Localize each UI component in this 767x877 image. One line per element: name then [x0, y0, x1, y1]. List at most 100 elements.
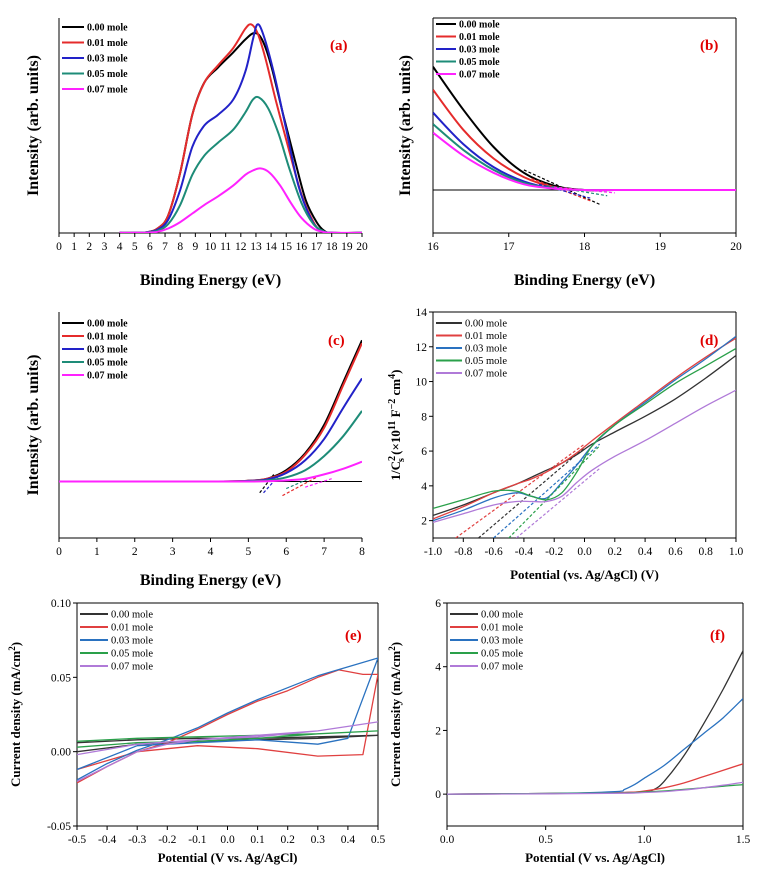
series-line-1: [119, 23, 362, 233]
x-tick-label: 4: [117, 241, 123, 253]
y-axis-label-part: 2: [7, 646, 17, 651]
y-axis-label-part: (×10: [388, 430, 403, 458]
x-tick-label: 0: [56, 241, 62, 253]
plot-area: [447, 650, 743, 795]
x-tick-label: 7: [321, 546, 327, 558]
y-axis-label-part: −2: [387, 399, 398, 410]
x-tick-label: -0.4: [98, 834, 116, 846]
series-line-1: [447, 763, 743, 795]
fit-line-4: [305, 478, 332, 488]
x-tick-label: 18: [326, 241, 338, 253]
x-tick-label: 19: [655, 241, 667, 253]
legend-label-3: 0.05 mole: [481, 649, 523, 660]
x-tick-label: 17: [503, 241, 515, 253]
x-tick-label: 4: [208, 546, 214, 558]
y-axis-label: Intensity (arb. units): [397, 55, 414, 196]
legend-label-2: 0.03 mole: [87, 54, 128, 65]
x-tick-label: 20: [730, 241, 742, 253]
legend-label-4: 0.07 mole: [459, 70, 500, 81]
y-axis-label-part: Current density (mA/cm: [8, 651, 23, 787]
y-axis-label-part: F: [388, 409, 403, 420]
legend-label-0: 0.00 mole: [111, 610, 153, 621]
panel-label: (f): [710, 628, 725, 644]
legend-label-1: 0.01 mole: [481, 623, 523, 634]
y-tick-label: 0.10: [51, 598, 71, 610]
y-axis-label-part: ): [388, 642, 403, 646]
x-tick-label: 20: [356, 241, 368, 253]
x-tick-label: 8: [359, 546, 365, 558]
y-axis-label-part: 1/C: [388, 461, 403, 481]
series-line-4: [433, 389, 736, 524]
x-tick-label: 0.5: [371, 834, 386, 846]
panel-label: (e): [345, 628, 362, 644]
series-line-3: [119, 95, 362, 233]
legend-label-4: 0.07 mole: [87, 371, 128, 382]
series-line-3: [447, 783, 743, 795]
plot-area: [59, 339, 362, 497]
y-axis-label: Current density (mA/cm2): [7, 642, 23, 787]
legend-label-4: 0.07 mole: [465, 369, 507, 380]
legend-label-0: 0.00 mole: [87, 23, 128, 34]
fit-line-3: [286, 478, 310, 490]
fit-line-1: [282, 476, 317, 497]
y-tick-label: 6: [421, 446, 427, 458]
series-line-2: [433, 111, 736, 192]
series-line-1: [433, 337, 736, 520]
x-tick-label: 6: [147, 241, 153, 253]
fit-line-0: [523, 169, 600, 205]
x-tick-label: 11: [220, 241, 231, 253]
legend-label-1: 0.01 mole: [87, 38, 128, 49]
x-tick-label: 0.3: [311, 834, 326, 846]
chart-panel-e: -0.5 -0.4 -0.3 -0.2 -0.1 0.0 0.1 0.2 0.3 0.4 0.5 -0…: [7, 598, 385, 865]
x-tick-label: 7: [162, 241, 168, 253]
y-tick-label: 6: [435, 598, 441, 610]
x-axis-label: Binding Energy (eV): [514, 272, 655, 289]
panel-label: (b): [700, 38, 718, 54]
series-line-2: [59, 377, 362, 483]
x-tick-label: 0.0: [440, 834, 455, 846]
legend-label-1: 0.01 mole: [465, 331, 507, 342]
legend-label-1: 0.01 mole: [459, 32, 500, 43]
x-tick-label: -0.8: [454, 546, 472, 558]
y-axis-label-part: 2: [387, 646, 397, 651]
series-line-4: [433, 131, 736, 192]
x-tick-label: 1: [71, 241, 77, 253]
legend-label-3: 0.05 mole: [87, 69, 128, 80]
x-tick-label: 1.0: [637, 834, 652, 846]
y-tick-label: 10: [416, 377, 428, 389]
y-axis-label-part: 11: [387, 421, 398, 430]
x-tick-label: 0.5: [538, 834, 553, 846]
y-axis-label: 1/C2s (×1011 F−2 cm4): [387, 370, 407, 481]
legend-label-0: 0.00 mole: [481, 610, 523, 621]
legend-label-4: 0.07 mole: [111, 662, 153, 673]
x-tick-label: 12: [235, 241, 247, 253]
fit-line-4: [554, 186, 615, 194]
series-line-3: [433, 347, 736, 510]
series-line-2: [119, 23, 362, 233]
plot-area: [77, 657, 378, 784]
x-tick-label: 8: [177, 241, 183, 253]
legend-label-1: 0.01 mole: [87, 332, 128, 343]
x-tick-label: 1: [94, 546, 100, 558]
fit-line-1: [455, 443, 585, 538]
x-tick-label: 3: [102, 241, 108, 253]
plot-area: [119, 23, 362, 233]
x-tick-label: 2: [132, 546, 138, 558]
series-line-2: [447, 698, 743, 795]
legend-label-4: 0.07 mole: [481, 662, 523, 673]
legend-label-3: 0.05 mole: [111, 649, 153, 660]
y-tick-label: 0.05: [51, 672, 71, 684]
panel-label: (a): [330, 38, 348, 54]
x-tick-label: 19: [341, 241, 353, 253]
series-line-3: [77, 730, 378, 748]
x-tick-label: 17: [311, 241, 323, 253]
x-tick-label: 0.2: [608, 546, 623, 558]
legend-label-2: 0.03 mole: [111, 636, 153, 647]
x-tick-label: -0.4: [515, 546, 533, 558]
y-tick-label: 0: [435, 789, 441, 801]
x-tick-label: 0.8: [699, 546, 714, 558]
x-tick-label: 0.4: [341, 834, 356, 846]
series-line-4: [119, 167, 362, 233]
x-tick-label: -0.2: [545, 546, 563, 558]
